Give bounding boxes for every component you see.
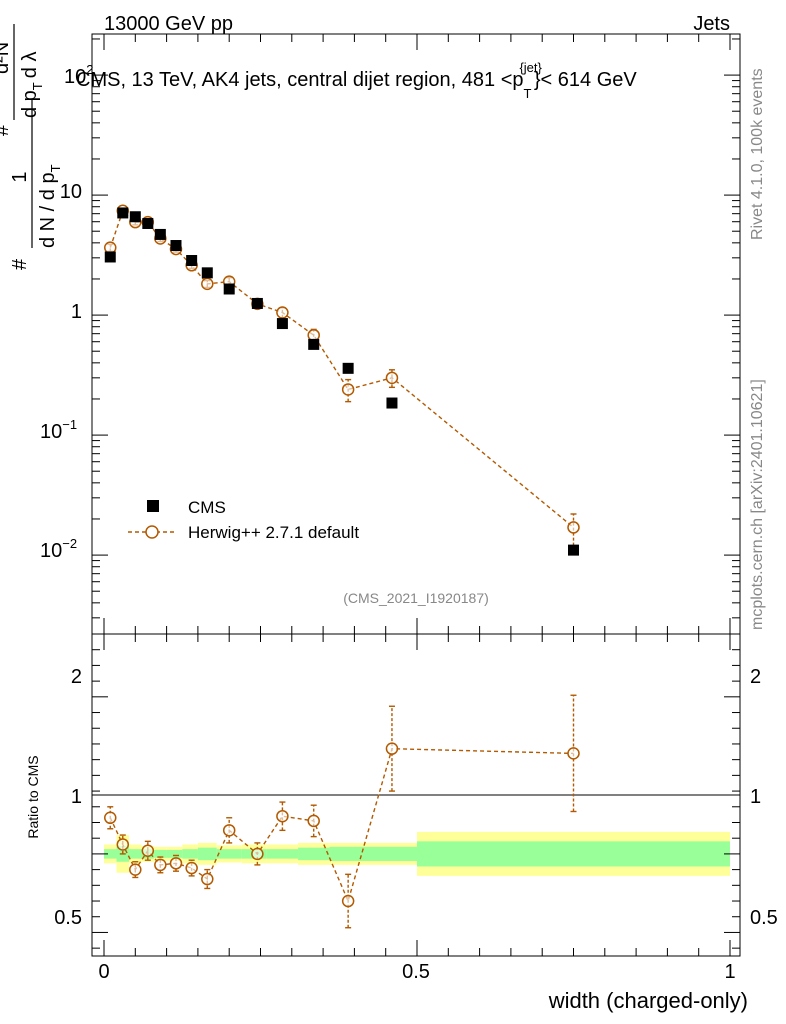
- ratio-band-inner: [197, 847, 217, 861]
- ratio-mc-point: [341, 894, 355, 908]
- ratio-band-inner: [216, 849, 242, 859]
- data-point: [568, 544, 579, 556]
- ratio-ytick-0.5: 0.5: [54, 907, 82, 929]
- data-point: [186, 255, 198, 267]
- data-point: [170, 240, 182, 252]
- svg-text:1: 1: [9, 171, 31, 182]
- ratio-band-inner: [182, 849, 198, 859]
- ytick-label-0.01: 10−2: [40, 536, 77, 562]
- main-panel: 102 10 1 10−1 10−2 # 1 d N / d pT # d²N …: [0, 24, 741, 635]
- mc-line: [109, 209, 574, 528]
- xtick-label-0.5: 0.5: [402, 961, 430, 983]
- data-point: [386, 397, 398, 409]
- ratio-band-inner: [266, 849, 299, 859]
- ratio-frame: [91, 633, 741, 957]
- ratio-ylabel: Ratio to CMS: [25, 755, 41, 838]
- svg-text:d pTd λ: d pTd λ: [19, 52, 45, 118]
- data-point: [129, 211, 141, 223]
- ratio-mc-point: [169, 857, 183, 870]
- ratio-band-inner: [417, 841, 730, 867]
- ratio-mc-point: [185, 861, 198, 875]
- data-point: [154, 228, 166, 240]
- main-title: CMS, 13 TeV, AK4 jets, central dijet reg…: [76, 60, 637, 101]
- ratio-ytick-1-right: 1: [750, 786, 761, 808]
- analysis-watermark: (CMS_2021_I1920187): [343, 590, 489, 606]
- xlabel: width (charged-only): [548, 988, 748, 1013]
- main-ylabel: # 1 d N / d pT # d²N d pTd λ: [0, 24, 63, 270]
- data-point: [223, 283, 235, 295]
- rivet-version-label: Rivet 4.1.0, 100k events: [749, 68, 766, 240]
- ratio-mc-point: [201, 872, 214, 886]
- ratio-panel: 2 1 0.5 2 1 0.5 Ratio to CMS 0 0.5 1 wid…: [25, 633, 778, 1013]
- ytick-label-0.1: 10−1: [40, 417, 77, 443]
- mc-point: [567, 521, 580, 534]
- data-point: [201, 267, 213, 279]
- mc-series: [104, 204, 580, 547]
- ratio-mc-line: [109, 747, 574, 904]
- data-point: [117, 207, 129, 219]
- ratio-mc-point: [307, 814, 320, 828]
- data-point: [276, 318, 288, 330]
- main-frame: [91, 33, 741, 635]
- legend-mc-marker: [145, 525, 159, 539]
- mc-point: [201, 277, 214, 291]
- legend-mc-label: Herwig++ 2.7.1 default: [188, 523, 359, 542]
- ratio-mc-point: [116, 838, 130, 851]
- data-point: [308, 338, 320, 350]
- ratio-mc-point: [104, 811, 117, 825]
- svg-text:d N / d pT: d N / d pT: [37, 164, 63, 248]
- ratio-band-inner: [166, 849, 183, 858]
- ratio-ytick-2: 2: [71, 666, 82, 688]
- svg-text:#: #: [0, 124, 13, 136]
- ratio-band-inner: [154, 849, 167, 858]
- data-point: [142, 217, 154, 229]
- xtick-label-1: 1: [724, 961, 735, 983]
- ratio-band-inner: [129, 849, 142, 859]
- legend-cms-label: CMS: [188, 498, 226, 517]
- data-point: [342, 362, 354, 374]
- ratio-ytick-2-right: 2: [750, 666, 761, 688]
- xtick-label-0: 0: [98, 961, 109, 983]
- ratio-band-inner: [298, 847, 330, 861]
- main-ticks: [92, 34, 740, 634]
- svg-text:#: #: [9, 258, 31, 270]
- ytick-label-10: 10: [60, 181, 82, 203]
- ratio-uncertainty-bands: [104, 831, 730, 876]
- data-series: [104, 207, 579, 556]
- ratio-ytick-1: 1: [71, 786, 82, 808]
- ratio-mc-point: [141, 844, 155, 858]
- ratio-mc-point: [222, 824, 236, 837]
- ratio-mc-point: [567, 747, 580, 760]
- mc-point: [276, 306, 289, 319]
- ratio-mc-point: [129, 863, 142, 876]
- legend-cms-marker: [147, 500, 159, 512]
- ratio-ytick-0.5-right: 0.5: [750, 907, 778, 929]
- data-point: [104, 251, 116, 263]
- ratio-ticks: [92, 633, 740, 956]
- mc-point: [341, 383, 355, 396]
- ratio-band-inner: [104, 849, 117, 859]
- ytick-label-100: 102: [64, 62, 93, 88]
- svg-text:d²N: d²N: [0, 42, 13, 74]
- ratio-band-inner: [329, 846, 417, 861]
- ratio-mc-point: [385, 742, 399, 755]
- ratio-mc-point: [154, 858, 167, 872]
- ratio-mc-series: [104, 694, 580, 929]
- mc-point: [385, 371, 399, 385]
- ytick-label-1: 1: [71, 301, 82, 323]
- header-jets-label: Jets: [693, 13, 730, 35]
- main-ytick-labels: 102 10 1 10−1 10−2: [40, 62, 93, 562]
- mc-point: [104, 241, 117, 254]
- header-energy-label: 13000 GeV pp: [104, 13, 233, 35]
- mcplots-reference-label: mcplots.cern.ch [arXiv:2401.10621]: [749, 379, 766, 630]
- legend: CMS Herwig++ 2.7.1 default: [128, 498, 359, 542]
- ratio-mc-point: [251, 847, 264, 861]
- data-point: [251, 297, 263, 309]
- ratio-mc-point: [276, 809, 289, 823]
